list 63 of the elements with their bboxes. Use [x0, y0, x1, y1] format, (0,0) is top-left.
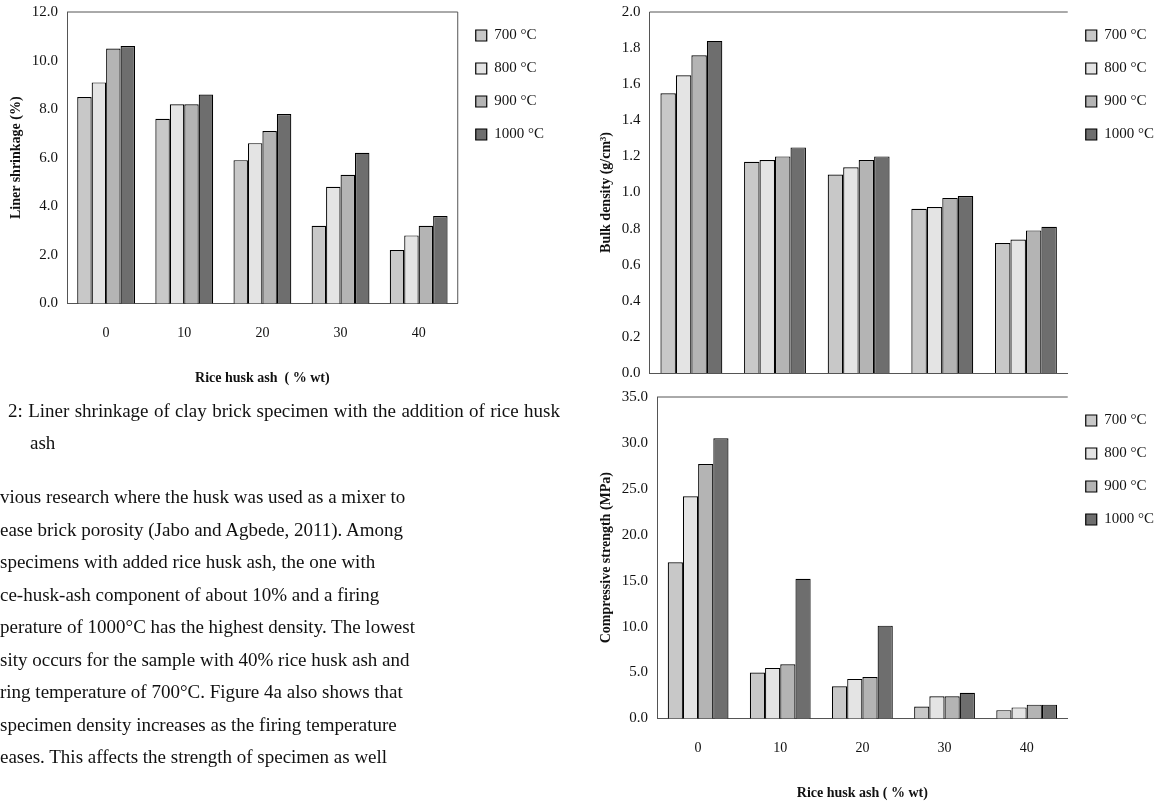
x-tick-label: 30 — [333, 325, 348, 341]
text: ring temperature of 700°C. Figure 4a also shows that — [0, 680, 404, 704]
legend-label: 1000 °C — [494, 125, 545, 142]
legend-label: 900 °C — [1104, 477, 1147, 494]
x-tick-label: 20 — [255, 325, 270, 341]
x-tick-label: 0 — [694, 740, 702, 756]
y-tick-label: 25.0 — [621, 479, 649, 496]
y-tick-label: 0.4 — [621, 291, 642, 308]
y-tick-label: 1.8 — [621, 39, 641, 56]
y-axis-title: Compressive strength (MPa) — [598, 471, 615, 644]
text: ce-husk-ash component of about 10% and a firing — [0, 582, 381, 607]
legend-label: 1000 °C — [1104, 125, 1155, 142]
x-tick-label: 10 — [177, 325, 192, 341]
y-tick-label: 0.2 — [621, 327, 641, 344]
y-tick-label: 2.0 — [39, 245, 59, 262]
y-tick-label: 1.2 — [621, 147, 641, 164]
text: perature of 1000°C has the highest density. The lowest — [0, 615, 416, 639]
y-tick-label: 5.0 — [629, 663, 649, 680]
legend-label: 700 °C — [494, 26, 537, 43]
y-tick-label: 12.0 — [31, 2, 59, 19]
y-tick-label: 20.0 — [621, 525, 649, 542]
text: sity occurs for the sample with 40% rice husk ash and — [0, 647, 411, 672]
y-tick-label: 6.0 — [39, 148, 59, 165]
y-tick-label: 15.0 — [621, 571, 649, 588]
legend-label: 800 °C — [1104, 444, 1147, 461]
text: eases. This affects the strength of specimen as well — [0, 745, 389, 769]
text: 2: Liner shrinkage of clay brick specimen with the addition of rice husk ash — [7, 399, 560, 455]
x-tick-label: 20 — [855, 740, 870, 756]
y-tick-label: 0.0 — [629, 709, 649, 726]
x-tick-label: 30 — [937, 740, 952, 756]
legend-label: 800 °C — [494, 59, 537, 76]
y-tick-label: 1.6 — [621, 75, 642, 92]
y-tick-label: 4.0 — [39, 197, 59, 214]
x-axis-title: Rice husk ash ( % wt) — [796, 785, 929, 802]
x-axis-title: Rice husk ash ( % wt) — [195, 370, 331, 387]
legend-label: 700 °C — [1104, 26, 1147, 43]
text: ease brick porosity (Jabo and Agbede, 2011). Among — [0, 517, 404, 542]
text: vious research where the husk was used as a mixer to — [0, 485, 407, 509]
y-tick-label: 35.0 — [621, 387, 649, 404]
x-tick-label: 0 — [102, 325, 110, 341]
text: specimen density increases as the firing temperature — [0, 712, 398, 737]
y-axis-title: Bulk density (g/cm³) — [598, 131, 615, 253]
legend-label: 800 °C — [1104, 59, 1147, 76]
legend-label: 900 °C — [1104, 92, 1147, 109]
legend-label: 700 °C — [1104, 411, 1147, 428]
y-tick-label: 2.0 — [621, 2, 641, 19]
text: specimens with added rice husk ash, the one with — [0, 550, 377, 574]
x-tick-label: 40 — [411, 325, 426, 341]
x-tick-label: 40 — [1019, 740, 1034, 756]
y-tick-label: 8.0 — [39, 100, 59, 117]
y-tick-label: 10.0 — [31, 51, 59, 68]
y-tick-label: 1.4 — [621, 111, 642, 128]
legend-label: 1000 °C — [1104, 510, 1155, 527]
y-tick-label: 1.0 — [621, 183, 641, 200]
y-axis-title: Liner shrinkage (%) — [8, 96, 25, 220]
y-tick-label: 0.8 — [621, 219, 641, 236]
y-tick-label: 0.0 — [39, 294, 59, 311]
legend-label: 900 °C — [494, 92, 537, 109]
y-tick-label: 0.6 — [621, 255, 642, 272]
x-tick-label: 10 — [773, 740, 788, 756]
y-tick-label: 0.0 — [621, 363, 641, 380]
y-tick-label: 30.0 — [621, 433, 649, 450]
y-tick-label: 10.0 — [621, 617, 649, 634]
